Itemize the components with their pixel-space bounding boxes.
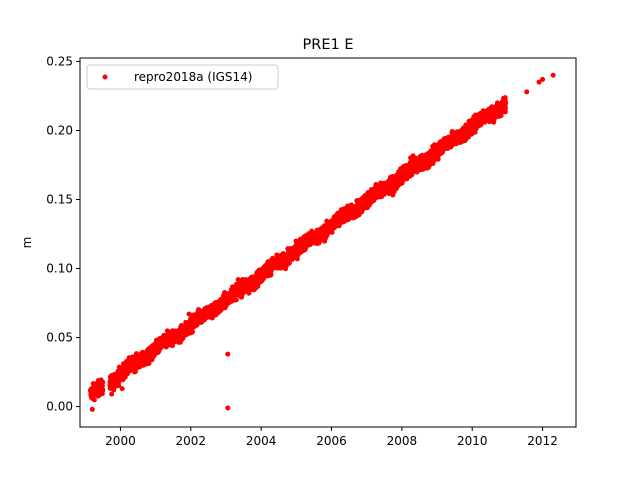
x-axis-ticks: 2000 2002 2004 2006 2008 2010 2012 [105, 427, 558, 448]
outlier-point [186, 311, 192, 317]
data-point [472, 129, 478, 135]
legend-label: repro2018a (IGS14) [134, 70, 252, 84]
data-point [233, 297, 239, 303]
x-tick-label: 2002 [176, 434, 207, 448]
outlier-point [524, 89, 530, 95]
legend-marker [102, 74, 108, 80]
y-tick-label: 0.05 [46, 331, 73, 345]
y-tick-label: 0.15 [46, 192, 73, 206]
chart-title: PRE1 E [303, 37, 354, 53]
data-points [88, 72, 556, 412]
outlier-point [89, 406, 95, 412]
x-tick-label: 2008 [387, 434, 418, 448]
y-tick-label: 0.10 [46, 262, 73, 276]
outlier-point [109, 391, 115, 397]
legend: repro2018a (IGS14) [86, 64, 279, 90]
y-axis-label: m [20, 237, 34, 249]
data-point [294, 256, 300, 262]
data-point [329, 229, 335, 235]
data-point [100, 387, 106, 393]
y-tick-label: 0.00 [46, 400, 73, 414]
outlier-point [207, 306, 213, 312]
data-point [435, 156, 441, 162]
outlier-point [540, 76, 546, 82]
x-tick-label: 2006 [316, 434, 347, 448]
y-tick-label: 0.25 [46, 54, 73, 68]
data-point [502, 109, 508, 115]
data-point [503, 100, 509, 106]
legend-box [86, 64, 279, 90]
x-tick-label: 2004 [246, 434, 277, 448]
plot-frame [79, 57, 577, 428]
outlier-point [225, 405, 231, 411]
outlier-point [225, 351, 231, 357]
data-point [502, 95, 508, 101]
data-point [91, 397, 97, 403]
outlier-point [119, 386, 125, 392]
data-point [190, 329, 196, 335]
outlier-point [91, 386, 97, 392]
data-point [502, 105, 508, 111]
outlier-point [550, 72, 556, 78]
data-point [268, 272, 274, 278]
x-tick-label: 2012 [527, 434, 558, 448]
data-point [116, 382, 122, 388]
data-point [100, 379, 106, 385]
outlier-point [536, 79, 542, 85]
x-tick-label: 2000 [105, 434, 136, 448]
y-axis-ticks: 0.00 0.05 0.10 0.15 0.20 0.25 [46, 54, 80, 414]
y-tick-label: 0.20 [46, 123, 73, 137]
x-tick-label: 2010 [457, 434, 488, 448]
data-point [146, 360, 152, 366]
